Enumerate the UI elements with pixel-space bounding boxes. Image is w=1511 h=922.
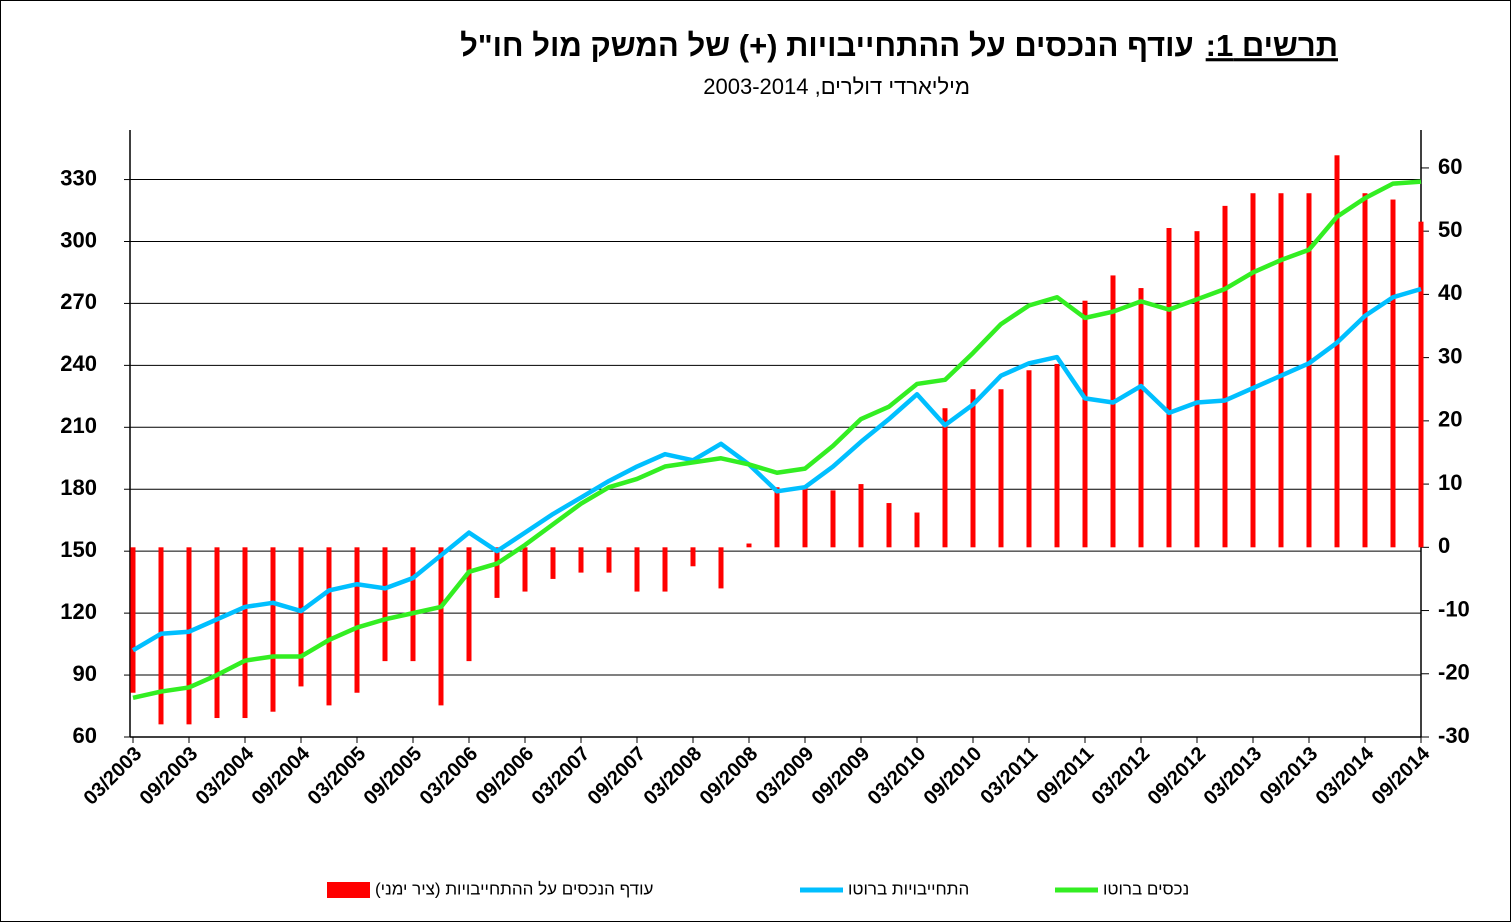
bar — [998, 389, 1004, 548]
bar — [1390, 199, 1396, 548]
y2-tick-label: 30 — [1438, 343, 1462, 368]
bar — [410, 547, 416, 662]
y2-tick-label: -20 — [1438, 660, 1470, 685]
bar — [1278, 193, 1284, 548]
chart-title: עודף הנכסים על ההתחייבויות (+) של המשק מ… — [460, 28, 1194, 63]
chart-title-prefix: תרשים 1: — [1206, 28, 1338, 63]
bar — [1334, 155, 1340, 548]
bar — [662, 547, 668, 592]
y-tick-label: 270 — [60, 289, 97, 314]
bar — [1418, 221, 1424, 548]
bar — [718, 547, 724, 589]
bar — [802, 487, 808, 548]
bar — [690, 547, 696, 567]
bar — [746, 543, 752, 548]
bar — [382, 547, 388, 662]
bar — [914, 512, 920, 548]
y2-tick-label: 0 — [1438, 533, 1450, 558]
bar — [550, 547, 556, 579]
bar — [1166, 228, 1172, 548]
y-tick-label: 240 — [60, 351, 97, 376]
y2-tick-label: 20 — [1438, 407, 1462, 432]
y2-tick-label: 40 — [1438, 280, 1462, 305]
y-tick-label: 180 — [60, 475, 97, 500]
y2-tick-label: -10 — [1438, 596, 1470, 621]
bar — [606, 547, 612, 573]
bar — [298, 547, 304, 687]
bar — [886, 503, 892, 548]
bar — [1026, 370, 1032, 548]
y2-tick-label: 50 — [1438, 217, 1462, 242]
bar — [242, 547, 248, 719]
y-tick-label: 120 — [60, 599, 97, 624]
bar — [1362, 193, 1368, 548]
bar — [214, 547, 220, 719]
bar — [522, 547, 528, 592]
bar — [634, 547, 640, 592]
bar — [438, 547, 444, 706]
legend-swatch — [327, 882, 370, 898]
legend-label: נכסים ברוטו — [1103, 879, 1189, 898]
bar — [326, 547, 332, 706]
bar — [270, 547, 276, 712]
line — [131, 286, 1422, 653]
bar — [1054, 363, 1060, 548]
y2-tick-label: -30 — [1438, 723, 1470, 748]
legend-label: עודף הנכסים על ההתחייבויות (ציר ימני) — [375, 879, 654, 898]
bar — [130, 547, 136, 693]
bar — [578, 547, 584, 573]
bar — [1138, 288, 1144, 548]
bar — [830, 490, 836, 548]
bar — [774, 487, 780, 548]
bar — [354, 547, 360, 693]
y-tick-label: 330 — [60, 165, 97, 190]
bar — [186, 547, 192, 725]
bar — [466, 547, 472, 662]
bar — [858, 484, 864, 548]
y2-tick-label: 60 — [1438, 154, 1462, 179]
line — [132, 179, 1422, 700]
y-tick-label: 60 — [73, 723, 97, 748]
bar — [970, 389, 976, 548]
bar — [1110, 275, 1116, 548]
bar — [1082, 300, 1088, 548]
bar — [494, 547, 500, 598]
bar — [1194, 231, 1200, 548]
legend-label: התחייבויות ברוטו — [848, 879, 969, 898]
bar — [1222, 205, 1228, 548]
chart-subtitle: מיליארדי דולרים, 2003-2014 — [703, 74, 970, 99]
y-tick-label: 150 — [60, 537, 97, 562]
y2-tick-label: 10 — [1438, 470, 1462, 495]
bar — [1306, 193, 1312, 548]
y-tick-label: 300 — [60, 227, 97, 252]
bar — [942, 408, 948, 548]
y-tick-label: 90 — [73, 661, 97, 686]
bar — [1250, 193, 1256, 548]
y-tick-label: 210 — [60, 413, 97, 438]
